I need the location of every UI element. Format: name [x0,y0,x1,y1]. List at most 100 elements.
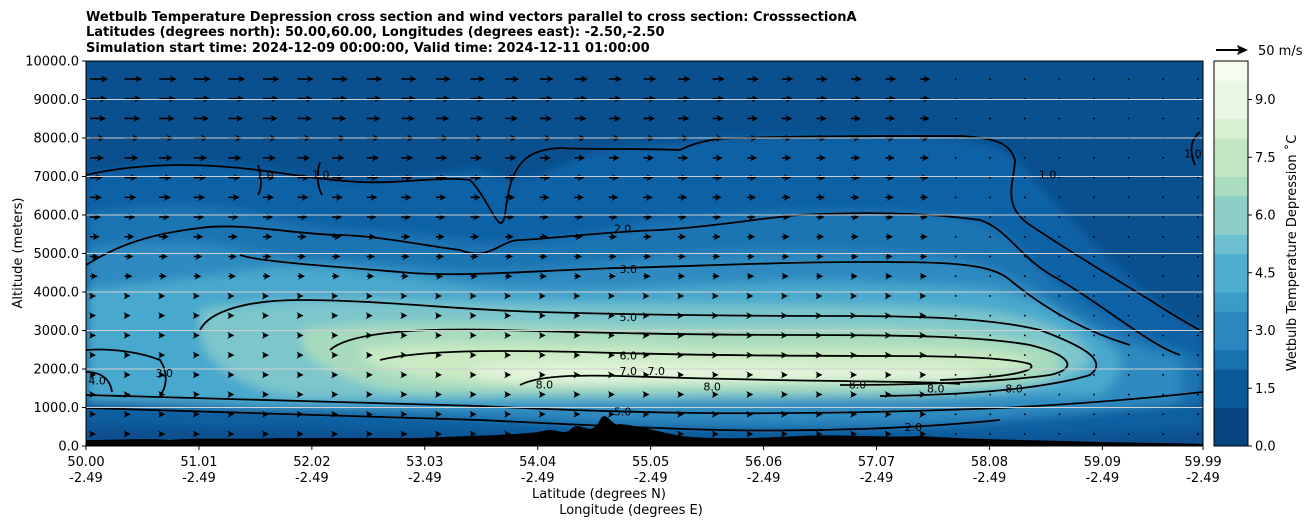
y-tick-label: 7000.0 [34,170,80,185]
fill-band-8 [470,362,978,384]
wind-arrow [1058,433,1061,435]
wind-arrow [885,253,893,260]
wind-arrow [919,351,927,359]
contour-tall-1 [257,164,262,196]
wind-arrow [1024,176,1026,179]
wind-arrow [815,351,823,359]
wind-arrow [711,351,719,359]
wind-arrow [1197,334,1199,337]
x-tick-label-lon: -2.49 [973,471,1007,486]
wind-arrow [574,174,585,182]
wind-arrow [815,391,823,399]
wind-arrow [885,95,896,103]
wind-arrow [365,410,373,418]
wind-arrow [746,331,754,339]
wind-arrow [711,391,719,399]
wind-arrow [1162,354,1165,356]
x-tick-label-lon: -2.49 [634,471,668,486]
wind-arrow [469,312,477,320]
wind-arrow [1127,78,1130,80]
wind-arrow [1127,176,1130,179]
contour-label: 7.0 [620,365,638,378]
wind-arrow [89,371,96,379]
plot-area [86,61,1203,446]
wind-vectors [89,75,1199,438]
y-axis-label: Altitude (meters) [11,198,26,309]
wind-arrow [159,154,173,162]
wind-arrow [1127,393,1130,396]
x-tick-label-lat: 55.05 [632,455,669,470]
wind-arrow [885,154,895,162]
wind-arrow [1024,354,1026,356]
wind-arrow [851,95,862,103]
wind-arrow [123,391,131,399]
contour-label: 3.0 [620,263,638,276]
wind-arrow [434,331,442,339]
wind-arrow [227,312,235,320]
wind-arrow [920,193,929,201]
wind-arrow [885,174,895,182]
wind-arrow [262,154,276,162]
colorbar-swatch [1214,407,1248,428]
wind-arrow [193,75,211,83]
wind-arrow [123,371,131,379]
wind-arrow [781,233,790,241]
wind-arrow [470,174,482,182]
wind-arrow [1162,413,1165,416]
wind-arrow [747,272,755,280]
wind-arrow [884,410,892,418]
wind-arrow [470,193,481,201]
y-tick-label: 2000.0 [34,363,80,378]
wind-arrow [158,391,166,399]
wind-arrow [780,351,788,359]
wind-arrow [711,430,719,438]
wind-arrow [123,410,131,418]
wind-arrow [954,433,957,435]
wind-arrow [261,410,269,418]
wind-arrow [123,430,131,438]
x-axis: 50.00-2.4951.01-2.4952.02-2.4953.03-2.49… [67,446,1222,486]
contour-label: 6.0 [620,350,638,363]
contour-9 [86,407,1001,432]
wind-arrow [677,351,685,359]
wind-arrow [470,272,478,280]
wind-arrow [711,292,719,300]
contour-1 [86,135,1203,333]
wind-arrow [780,312,788,320]
wind-arrow [297,114,312,122]
wind-arrow [989,117,992,120]
wind-arrow [332,114,347,122]
wind-arrow [332,193,343,201]
wind-arrow [158,430,166,438]
wind-arrow [781,75,794,83]
wind-arrow [434,371,442,379]
wind-arrow [885,75,897,83]
colorbar-swatch [1214,253,1248,274]
wind-arrow [678,174,688,182]
wind-arrow [504,292,512,300]
wind-arrow [261,391,269,399]
wind-arrow [90,114,107,122]
wind-arrow [1058,176,1061,179]
contour-label: 8.0 [927,382,945,395]
wind-arrow [920,174,929,182]
wind-arrow [747,154,758,162]
wind-arrow [435,233,445,241]
wind-arrow [1058,314,1061,317]
wind-arrow [851,193,860,201]
quiver-key-label: 50 m/s [1258,44,1303,59]
wind-arrow [1162,314,1165,317]
x-tick-label-lat: 50.00 [67,455,104,470]
wind-arrow [712,114,724,122]
wind-arrow [193,253,203,260]
x-tick-label-lat: 51.01 [180,455,217,470]
wind-arrow [89,391,96,399]
wind-arrow [954,235,957,238]
wind-arrow [1127,157,1130,159]
wind-arrow [228,154,242,162]
wind-arrow [1197,295,1199,297]
wind-arrow [608,75,623,83]
wind-arrow [296,391,304,399]
wind-arrow [1024,235,1026,238]
wind-arrow [712,233,721,241]
